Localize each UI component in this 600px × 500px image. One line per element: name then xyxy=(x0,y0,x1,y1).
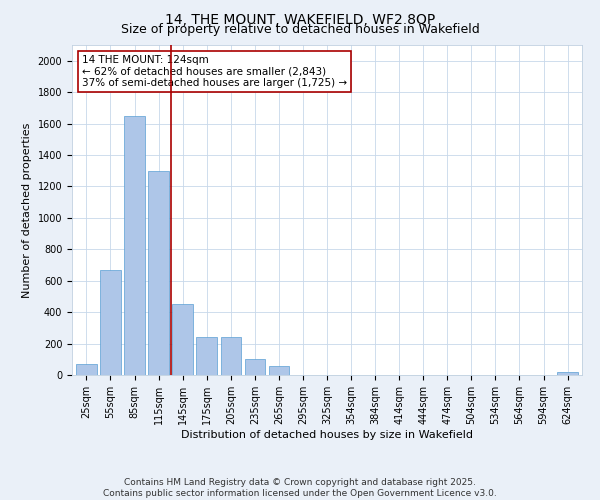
X-axis label: Distribution of detached houses by size in Wakefield: Distribution of detached houses by size … xyxy=(181,430,473,440)
Bar xyxy=(172,304,193,375)
Bar xyxy=(269,366,289,375)
Bar xyxy=(245,360,265,375)
Bar xyxy=(148,170,169,375)
Bar xyxy=(196,338,217,375)
Y-axis label: Number of detached properties: Number of detached properties xyxy=(22,122,32,298)
Text: 14 THE MOUNT: 124sqm
← 62% of detached houses are smaller (2,843)
37% of semi-de: 14 THE MOUNT: 124sqm ← 62% of detached h… xyxy=(82,55,347,88)
Text: Size of property relative to detached houses in Wakefield: Size of property relative to detached ho… xyxy=(121,22,479,36)
Bar xyxy=(100,270,121,375)
Bar xyxy=(76,364,97,375)
Text: Contains HM Land Registry data © Crown copyright and database right 2025.
Contai: Contains HM Land Registry data © Crown c… xyxy=(103,478,497,498)
Bar xyxy=(124,116,145,375)
Bar xyxy=(557,372,578,375)
Text: 14, THE MOUNT, WAKEFIELD, WF2 8QP: 14, THE MOUNT, WAKEFIELD, WF2 8QP xyxy=(165,12,435,26)
Bar xyxy=(221,338,241,375)
